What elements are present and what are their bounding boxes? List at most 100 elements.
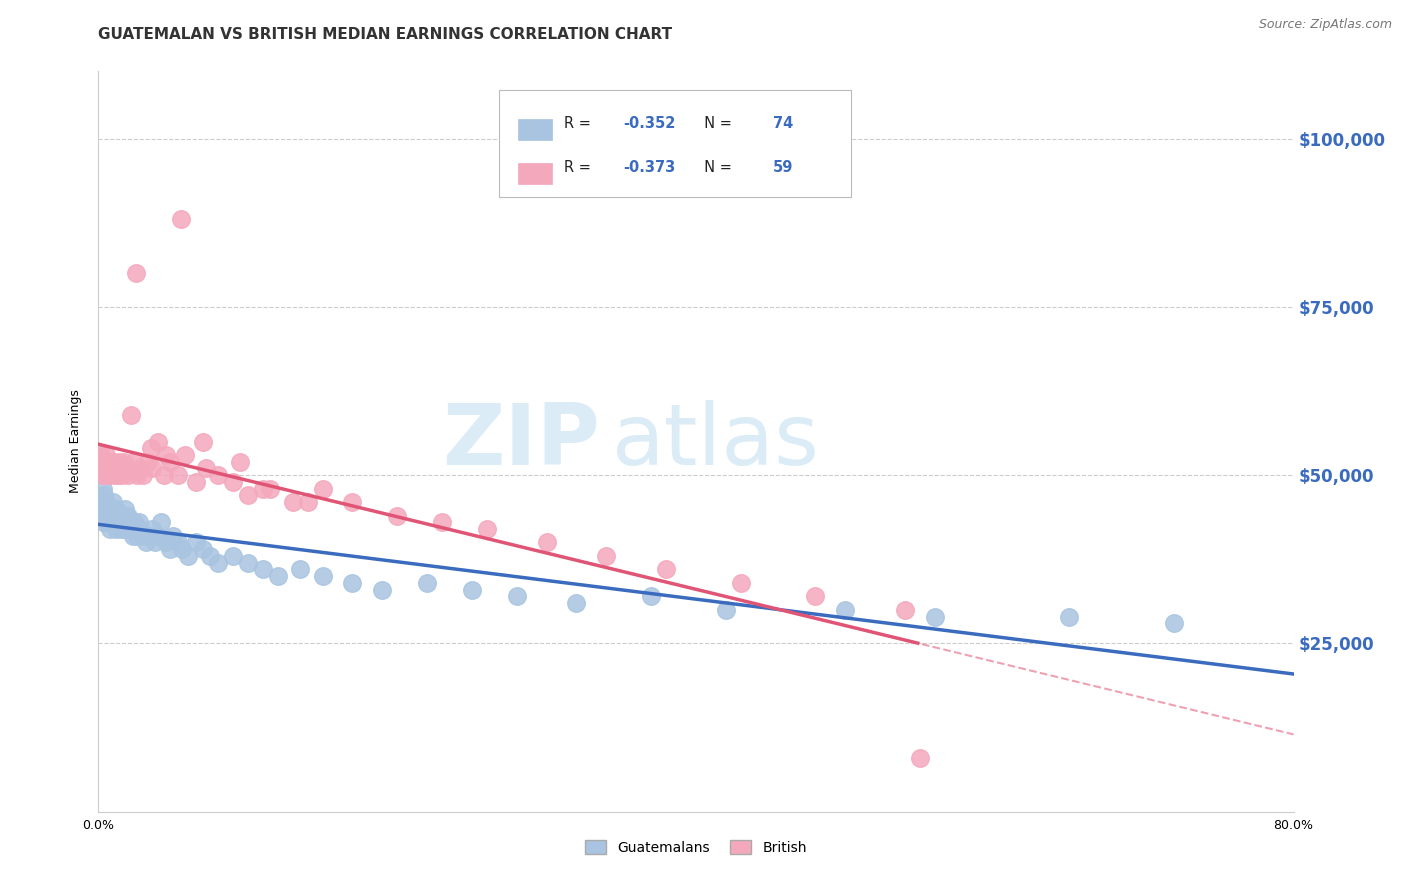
Point — [96, 468, 118, 483]
Point — [110, 461, 132, 475]
Text: Source: ZipAtlas.com: Source: ZipAtlas.com — [1258, 18, 1392, 31]
Point — [281, 495, 304, 509]
Text: R =: R = — [564, 160, 595, 175]
Text: atlas: atlas — [613, 400, 820, 483]
Point — [112, 516, 135, 530]
Point — [894, 603, 917, 617]
Point — [117, 508, 139, 523]
Point — [252, 562, 274, 576]
Point — [1163, 616, 1185, 631]
Point — [93, 501, 115, 516]
Point — [834, 603, 856, 617]
Point — [120, 522, 142, 536]
Point — [342, 575, 364, 590]
Point — [98, 522, 122, 536]
Point — [97, 455, 120, 469]
Point — [222, 475, 245, 489]
Point — [105, 461, 128, 475]
Point — [97, 508, 120, 523]
Point — [114, 501, 136, 516]
Point — [342, 495, 364, 509]
Point — [184, 475, 207, 489]
Y-axis label: Median Earnings: Median Earnings — [69, 390, 83, 493]
Point — [924, 609, 946, 624]
Point — [105, 522, 128, 536]
Point — [200, 549, 222, 563]
Point — [153, 468, 176, 483]
Point — [91, 468, 114, 483]
Point — [101, 516, 124, 530]
Point — [101, 508, 124, 523]
Point — [93, 488, 115, 502]
Point — [640, 590, 662, 604]
Point — [714, 603, 737, 617]
Point — [135, 535, 157, 549]
Point — [236, 556, 259, 570]
Point — [91, 516, 114, 530]
Point — [461, 582, 484, 597]
Point — [89, 508, 111, 523]
Point — [150, 516, 173, 530]
Point — [139, 442, 162, 456]
Point — [108, 508, 131, 523]
Point — [252, 482, 274, 496]
Text: 59: 59 — [773, 160, 793, 175]
Point — [162, 529, 184, 543]
Text: -0.373: -0.373 — [624, 160, 676, 175]
Point — [114, 461, 136, 475]
Point — [141, 522, 163, 536]
Point — [195, 461, 218, 475]
Point — [111, 468, 134, 483]
Point — [94, 448, 117, 462]
Point — [120, 408, 142, 422]
Point — [94, 508, 117, 523]
Point — [207, 556, 229, 570]
Point — [129, 522, 152, 536]
Point — [111, 508, 134, 523]
Point — [103, 455, 125, 469]
Point — [98, 468, 122, 483]
Point — [311, 482, 333, 496]
Point — [96, 516, 118, 530]
Point — [127, 529, 149, 543]
Point — [143, 535, 166, 549]
Point — [96, 501, 118, 516]
Point — [506, 590, 529, 604]
Point — [105, 501, 128, 516]
Point — [103, 495, 125, 509]
Point — [159, 455, 181, 469]
Point — [595, 549, 617, 563]
Point — [117, 468, 139, 483]
Legend: Guatemalans, British: Guatemalans, British — [579, 834, 813, 860]
Point — [804, 590, 827, 604]
Point — [141, 461, 163, 475]
Point — [148, 529, 170, 543]
Text: N =: N = — [696, 160, 737, 175]
Point — [110, 516, 132, 530]
Point — [166, 468, 188, 483]
Point — [101, 461, 124, 475]
Text: GUATEMALAN VS BRITISH MEDIAN EARNINGS CORRELATION CHART: GUATEMALAN VS BRITISH MEDIAN EARNINGS CO… — [98, 27, 672, 42]
Point — [93, 455, 115, 469]
Point — [104, 516, 127, 530]
Point — [371, 582, 394, 597]
Point — [127, 468, 149, 483]
Point — [108, 455, 131, 469]
Point — [94, 495, 117, 509]
Point — [311, 569, 333, 583]
Point — [416, 575, 439, 590]
Point — [132, 529, 155, 543]
Text: 74: 74 — [773, 116, 793, 131]
Text: N =: N = — [696, 116, 737, 131]
Point — [97, 516, 120, 530]
Point — [207, 468, 229, 483]
Point — [118, 516, 141, 530]
Point — [174, 448, 197, 462]
Point — [222, 549, 245, 563]
Point — [107, 516, 129, 530]
Point — [110, 522, 132, 536]
Point — [169, 212, 191, 227]
Point — [385, 508, 409, 523]
Point — [172, 542, 194, 557]
Text: ZIP: ZIP — [443, 400, 600, 483]
